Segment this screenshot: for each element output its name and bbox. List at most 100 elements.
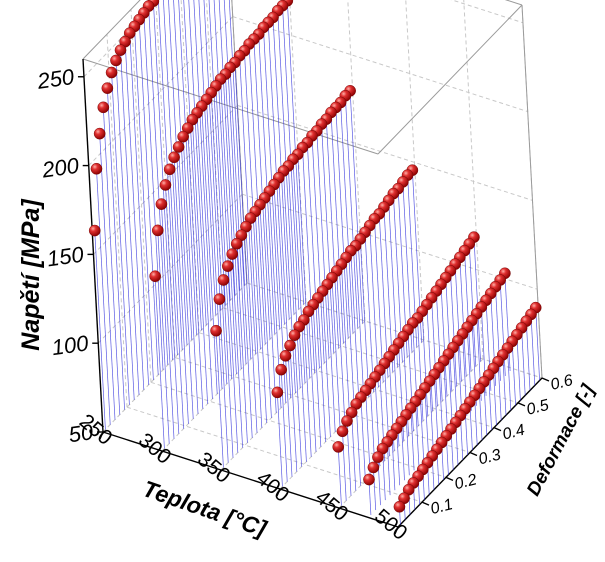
- data-point: [159, 179, 172, 191]
- gridline: [198, 332, 495, 429]
- drop-line: [340, 102, 354, 334]
- drop-line: [182, 136, 199, 414]
- drop-line: [134, 26, 154, 380]
- box-edge: [521, 4, 543, 379]
- drop-line: [173, 157, 189, 424]
- drop-line: [154, 276, 165, 449]
- drop-line: [302, 147, 315, 374]
- drop-line: [215, 85, 232, 380]
- y-tick: [541, 377, 550, 382]
- drop-line: [493, 368, 497, 426]
- drop-line: [168, 0, 188, 346]
- x-tick: [99, 431, 104, 440]
- x-tick-label: 350: [193, 448, 235, 488]
- drop-line: [511, 341, 516, 406]
- gridline: [242, 193, 538, 290]
- data-point: [226, 248, 239, 260]
- drop-line: [431, 297, 438, 407]
- data-point: [97, 101, 110, 114]
- drop-line: [401, 421, 405, 481]
- drop-line: [183, 0, 202, 331]
- z-tick-label: 100: [50, 330, 91, 360]
- drop-line: [225, 74, 242, 370]
- gridline: [130, 9, 152, 383]
- drop-line: [321, 124, 335, 354]
- y-tick-label: 0.1: [429, 496, 455, 518]
- data-point: [105, 66, 118, 79]
- drop-line: [196, 112, 213, 399]
- x-tick-label: 450: [311, 486, 353, 526]
- drop-line: [325, 119, 339, 349]
- drop-line: [312, 304, 322, 447]
- drop-line: [229, 67, 247, 365]
- drop-line: [259, 204, 272, 418]
- drop-line: [193, 0, 212, 321]
- x-tick: [158, 450, 163, 459]
- drop-line: [443, 360, 449, 436]
- data-point: [168, 151, 180, 164]
- y-tick: [493, 427, 502, 432]
- drop-line: [303, 319, 312, 457]
- drop-line: [240, 235, 253, 438]
- x-tick-label: 300: [134, 429, 176, 469]
- drop-line: [188, 0, 207, 326]
- drop-line: [138, 19, 159, 375]
- y-tick-label: 0.4: [501, 422, 527, 444]
- gridline: [237, 104, 533, 201]
- data-point: [90, 162, 103, 175]
- drop-line: [248, 44, 266, 345]
- drop-line: [349, 90, 363, 324]
- x-tick: [217, 469, 222, 478]
- drop-line: [102, 107, 121, 415]
- drop-line: [429, 381, 434, 451]
- drop-line: [234, 62, 252, 360]
- drop-line: [454, 264, 462, 382]
- drop-line: [285, 355, 293, 477]
- x-tick-label: 500: [370, 505, 412, 545]
- drop-line: [278, 177, 291, 399]
- drop-line: [445, 277, 453, 392]
- drop-line: [374, 218, 384, 383]
- drop-line: [473, 237, 481, 362]
- drop-line: [163, 0, 183, 351]
- gridline: [150, 381, 447, 478]
- gridline: [155, 0, 176, 358]
- gridline: [463, 0, 484, 360]
- drop-line: [263, 27, 280, 330]
- drop-line: [322, 291, 331, 437]
- z-axis-title: Napětí [MPa]: [17, 198, 45, 351]
- y-tick: [469, 451, 478, 457]
- drop-line: [158, 0, 178, 356]
- drop-line: [435, 291, 443, 402]
- drop-line: [213, 0, 231, 301]
- data-point: [163, 163, 176, 176]
- drop-line: [107, 88, 125, 410]
- drop-line: [504, 273, 511, 372]
- drop-line: [231, 254, 243, 448]
- gridline: [232, 16, 528, 113]
- drop-line: [203, 0, 221, 311]
- drop-line: [258, 34, 276, 335]
- drop-line: [289, 345, 298, 472]
- drop-line: [417, 318, 424, 422]
- data-point: [363, 473, 375, 486]
- drop-line: [344, 95, 359, 329]
- drop-line: [530, 314, 536, 386]
- drop-line: [415, 401, 420, 466]
- drop-line: [129, 33, 149, 385]
- z-tick-label: 200: [40, 153, 82, 183]
- data-point: [367, 461, 380, 474]
- drop-line: [438, 367, 444, 441]
- drop-line: [516, 334, 521, 401]
- x-tick: [335, 507, 340, 516]
- x-axis-line: [102, 431, 399, 528]
- drop-line: [124, 41, 145, 390]
- data-point: [230, 237, 243, 250]
- data-point: [151, 224, 164, 237]
- drop-line: [311, 135, 325, 364]
- data-point: [275, 363, 288, 376]
- drop-line: [239, 55, 256, 355]
- data-point: [217, 274, 230, 286]
- data-point: [279, 350, 292, 362]
